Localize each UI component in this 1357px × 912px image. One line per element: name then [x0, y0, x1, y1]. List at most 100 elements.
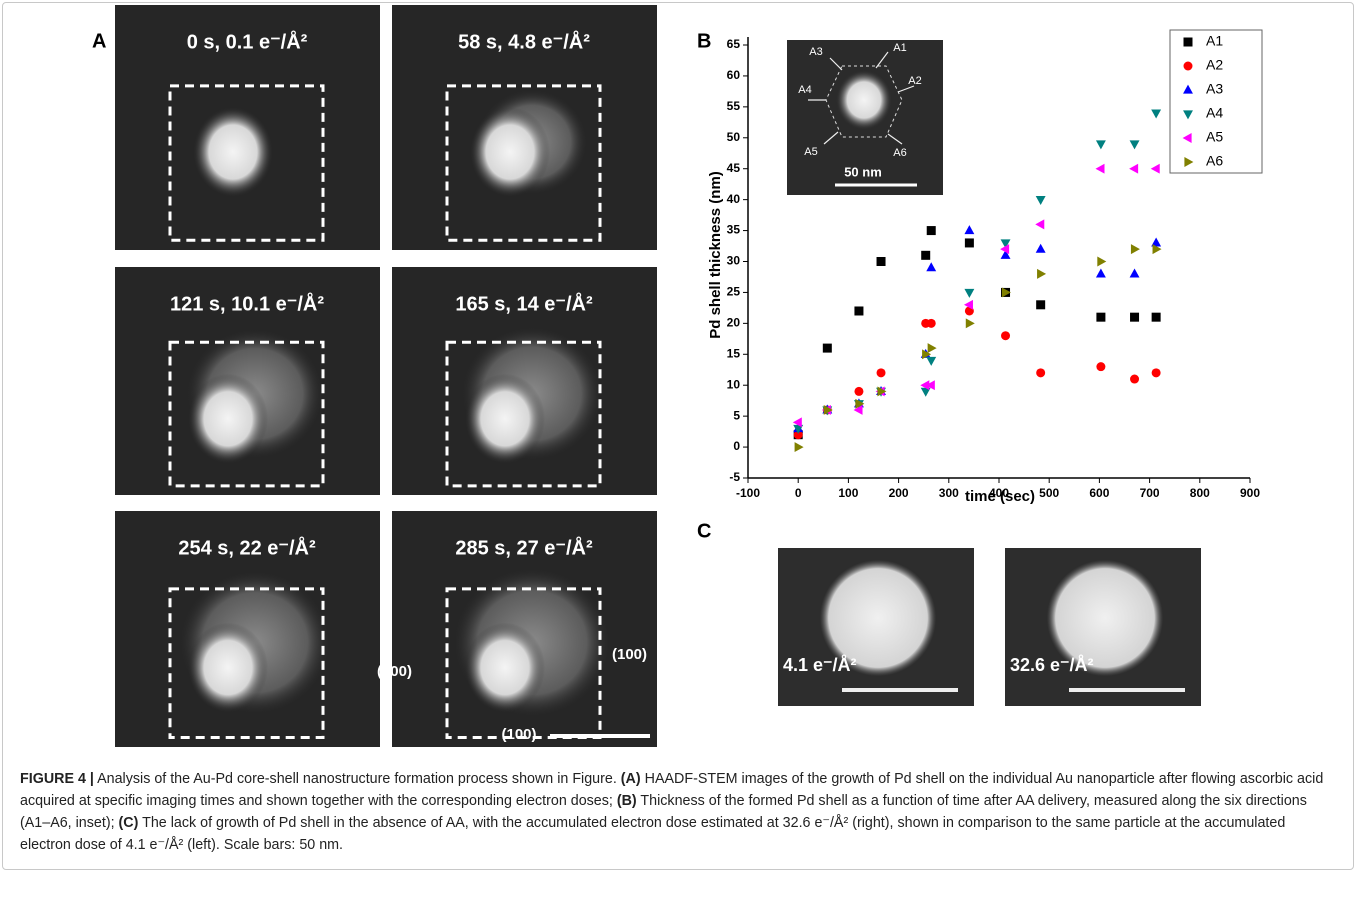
x-tick-label: 400 [989, 486, 1009, 500]
data-point [1130, 312, 1140, 322]
legend-label: A1 [1206, 33, 1223, 49]
legend-marker [1183, 61, 1193, 71]
data-point [1035, 196, 1046, 206]
image-label: 121 s, 10.1 e⁻/Å² [170, 291, 324, 315]
stem-image: 32.6 e⁻/Å² [1005, 548, 1201, 706]
data-point [876, 257, 886, 266]
x-tick-label: 800 [1190, 486, 1210, 500]
data-point [1035, 243, 1046, 253]
data-point [855, 398, 865, 409]
data-point [854, 306, 864, 316]
y-tick-label: 45 [727, 161, 741, 175]
data-point [1095, 163, 1105, 174]
data-point [1151, 109, 1162, 119]
stem-image: 58 s, 4.8 e⁻/Å² [392, 5, 657, 250]
data-point [1130, 374, 1140, 384]
au-core [470, 107, 550, 197]
data-point [1035, 219, 1045, 230]
x-tick-label: 700 [1140, 486, 1160, 500]
y-tick-label: 65 [727, 37, 741, 51]
legend-label: A4 [1206, 105, 1223, 121]
data-point [1152, 244, 1162, 255]
facet-annotation: (100) [501, 726, 536, 743]
data-point [964, 238, 974, 248]
au-core [465, 373, 545, 464]
data-point [1129, 268, 1140, 278]
legend-marker [1184, 157, 1194, 167]
data-point [877, 386, 887, 397]
particle [820, 560, 936, 676]
caption: FIGURE 4 | Analysis of the Au-Pd core-sh… [20, 768, 1340, 856]
dashed-box [445, 340, 602, 488]
caption-panel-ref: (B) [616, 793, 637, 809]
data-point [964, 288, 975, 298]
inset-arrow [897, 85, 915, 93]
inset-scale-label: 50 nm [844, 164, 882, 179]
legend-label: A6 [1206, 153, 1223, 169]
facet-annotation: (100) [612, 646, 647, 663]
inset-image: A1 A2 A3 A4 A5 A6 50 nm [787, 40, 943, 195]
data-point [1095, 140, 1106, 150]
x-tick-label: 600 [1089, 486, 1109, 500]
y-tick-label: 0 [733, 439, 740, 453]
caption-label: FIGURE 4 | [20, 771, 94, 787]
legend-marker [1183, 110, 1193, 120]
data-point [823, 405, 833, 415]
inset-arrow [823, 131, 839, 145]
panel-label: A [92, 30, 106, 52]
image-label: 58 s, 4.8 e⁻/Å² [458, 29, 590, 53]
y-tick-label: 35 [727, 223, 741, 237]
image-label: 0 s, 0.1 e⁻/Å² [187, 29, 308, 53]
legend-marker [1182, 133, 1192, 143]
data-point [922, 349, 932, 360]
data-point [926, 262, 937, 272]
panel-label: C [697, 520, 711, 542]
inset-arrow [887, 133, 903, 145]
data-point [921, 250, 931, 260]
x-axis-label: time (sec) [965, 488, 1035, 505]
inset-label: A3 [809, 46, 822, 58]
data-point [1129, 140, 1140, 150]
data-point [1036, 368, 1046, 378]
caption-text: HAADF-STEM images of the growth of Pd sh… [20, 771, 1324, 809]
y-tick-label: 25 [727, 285, 741, 299]
caption-text: Analysis of the Au-Pd core-shell nanostr… [93, 771, 621, 787]
dose-label: 32.6 e⁻/Å² [1010, 655, 1094, 675]
inset-arrow [875, 51, 889, 69]
data-point [1000, 249, 1011, 259]
au-core [188, 373, 268, 464]
inset-particle [836, 70, 892, 130]
data-point [1151, 368, 1161, 378]
stem-image: 0 s, 0.1 e⁻/Å² [115, 5, 380, 250]
data-point [1095, 268, 1106, 278]
data-point [793, 430, 803, 440]
data-point [853, 405, 863, 415]
data-point [792, 417, 802, 428]
y-tick-label: 20 [727, 316, 741, 330]
data-point [876, 368, 886, 378]
y-tick-label: 5 [733, 408, 740, 422]
y-tick-label: 60 [727, 68, 741, 82]
caption-panel-ref: (A) [620, 771, 641, 787]
x-tick-label: -100 [736, 486, 760, 500]
data-point [1150, 163, 1160, 174]
data-point [854, 386, 864, 396]
y-tick-label: -5 [729, 470, 740, 484]
data-point [926, 356, 937, 366]
data-point [1036, 300, 1046, 310]
x-tick-label: 500 [1039, 486, 1059, 500]
au-core [193, 107, 273, 197]
caption-text: The lack of growth of Pd shell in the ab… [20, 815, 1286, 853]
legend-box [1169, 29, 1263, 174]
data-point [1001, 287, 1011, 298]
data-point [793, 424, 804, 434]
image-label: 165 s, 14 e⁻/Å² [455, 291, 593, 315]
data-point [1001, 331, 1011, 341]
x-tick-label: 100 [838, 486, 858, 500]
legend-marker [1183, 84, 1193, 94]
legend-label: A2 [1206, 57, 1223, 73]
x-tick-label: 300 [939, 486, 959, 500]
data-point [925, 380, 935, 391]
y-axis-label: Pd shell thickness (nm) [707, 171, 724, 339]
